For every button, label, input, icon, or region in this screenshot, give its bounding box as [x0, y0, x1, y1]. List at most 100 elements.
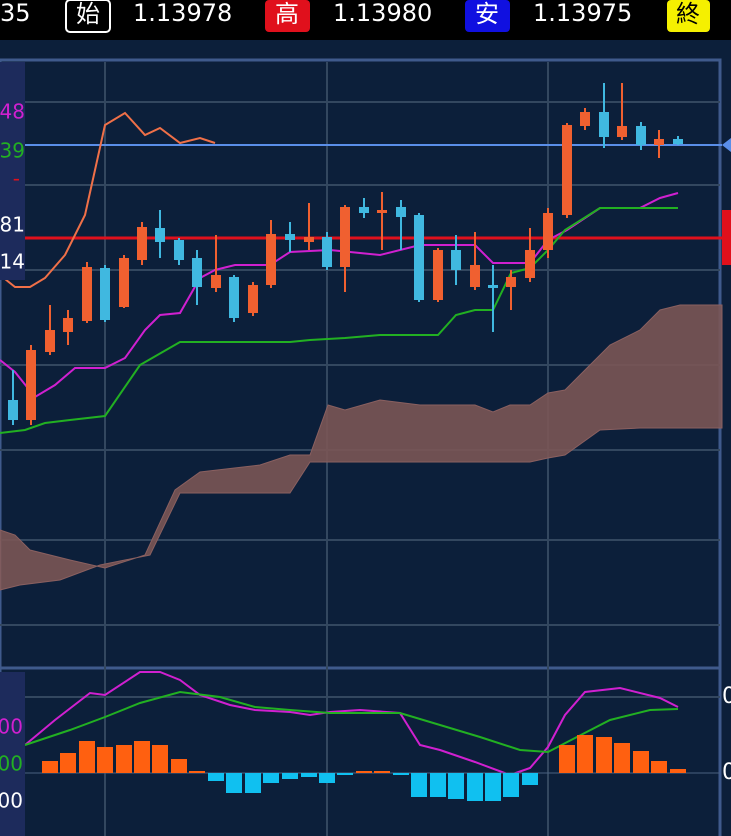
histogram-bar — [42, 761, 58, 773]
candle-body — [45, 330, 55, 352]
high-badge — [265, 0, 310, 32]
candle-body — [229, 277, 239, 318]
candle-body — [359, 207, 369, 213]
candle-body — [525, 250, 535, 278]
histogram-bar — [374, 771, 390, 773]
close-label: 終 — [676, 0, 700, 28]
candle-body — [580, 112, 590, 126]
panel-label: - — [13, 167, 20, 191]
price-marker — [722, 138, 731, 152]
candle-body — [654, 139, 664, 145]
candle-body — [340, 207, 350, 267]
candle-body — [673, 139, 683, 144]
high-value: 1.13980 — [333, 0, 432, 27]
candle-body — [562, 125, 572, 215]
histogram-bar — [263, 773, 279, 783]
panel-label: 48 — [0, 100, 25, 124]
histogram-bar — [614, 743, 630, 773]
candle-body — [285, 234, 295, 240]
histogram-bar — [226, 773, 242, 793]
candle-body — [304, 237, 314, 242]
macd-panel-border — [0, 666, 722, 836]
histogram-bar — [485, 773, 501, 801]
candle-body — [488, 285, 498, 288]
base-line — [0, 207, 678, 434]
candle-body — [377, 210, 387, 213]
candle-body — [636, 126, 646, 145]
lagging-span — [0, 111, 216, 288]
candle-body — [322, 237, 332, 267]
candle-body — [248, 285, 258, 313]
macd-label: 00 — [0, 789, 23, 813]
low-badge — [465, 0, 510, 32]
candle-body — [211, 275, 221, 288]
histogram-bar — [134, 741, 150, 773]
close-badge — [667, 0, 710, 32]
candles — [8, 83, 683, 425]
macd-line — [24, 671, 679, 777]
histogram — [42, 735, 686, 801]
open-label: 始 — [76, 0, 100, 28]
histogram-bar — [670, 769, 686, 773]
cloud — [0, 304, 723, 591]
histogram-bar — [337, 773, 353, 775]
histogram-bar — [559, 745, 575, 773]
candle-body — [82, 267, 92, 321]
histogram-bar — [208, 773, 224, 781]
panel-label: 14 — [0, 250, 25, 274]
histogram-bar — [97, 747, 113, 773]
candle-body — [451, 250, 461, 270]
candle-body — [192, 258, 202, 287]
histogram-bar — [596, 737, 612, 773]
histogram-bar — [430, 773, 446, 797]
histogram-bar — [633, 751, 649, 773]
candle-body — [506, 277, 516, 287]
histogram-bar — [467, 773, 483, 801]
histogram-bar — [651, 761, 667, 773]
main-label-box — [0, 62, 25, 280]
histogram-bar — [393, 773, 409, 775]
macd-axis-label: 0 — [722, 684, 731, 709]
macd-label: 00 — [0, 752, 23, 776]
candle-body — [100, 268, 110, 320]
histogram-bar — [503, 773, 519, 797]
macd-label-box — [0, 672, 25, 836]
candle-body — [266, 234, 276, 285]
histogram-bar — [319, 773, 335, 783]
histogram-bar — [411, 773, 427, 797]
histogram-bar — [60, 753, 76, 773]
histogram-bar — [301, 773, 317, 777]
header-bar — [0, 0, 731, 40]
histogram-bar — [282, 773, 298, 779]
histogram-bar — [171, 759, 187, 773]
macd-label: 00 — [0, 715, 23, 739]
histogram-bar — [522, 773, 538, 785]
candle-body — [63, 318, 73, 332]
candle-body — [414, 215, 424, 300]
candle-body — [396, 207, 406, 217]
histogram-bar — [79, 741, 95, 773]
histogram-bar — [577, 735, 593, 773]
candle-body — [599, 112, 609, 137]
candle-body — [119, 258, 129, 307]
histogram-bar — [189, 771, 205, 773]
candle-body — [433, 250, 443, 300]
candle-body — [174, 240, 184, 260]
open-badge — [65, 0, 111, 33]
candle-body — [155, 228, 165, 242]
candle-body — [137, 227, 147, 260]
high-label: 高 — [275, 0, 299, 28]
histogram-bar — [356, 771, 372, 773]
histogram-bar — [152, 745, 168, 773]
low-label: 安 — [475, 0, 499, 28]
histogram-bar — [116, 745, 132, 773]
low-value: 1.13975 — [533, 0, 632, 27]
panel-label: 39 — [0, 139, 25, 163]
candle-body — [543, 213, 553, 250]
histogram-bar — [448, 773, 464, 799]
histogram-bar — [245, 773, 261, 793]
open-value: 1.13978 — [133, 0, 232, 27]
alert-tag — [722, 210, 731, 265]
